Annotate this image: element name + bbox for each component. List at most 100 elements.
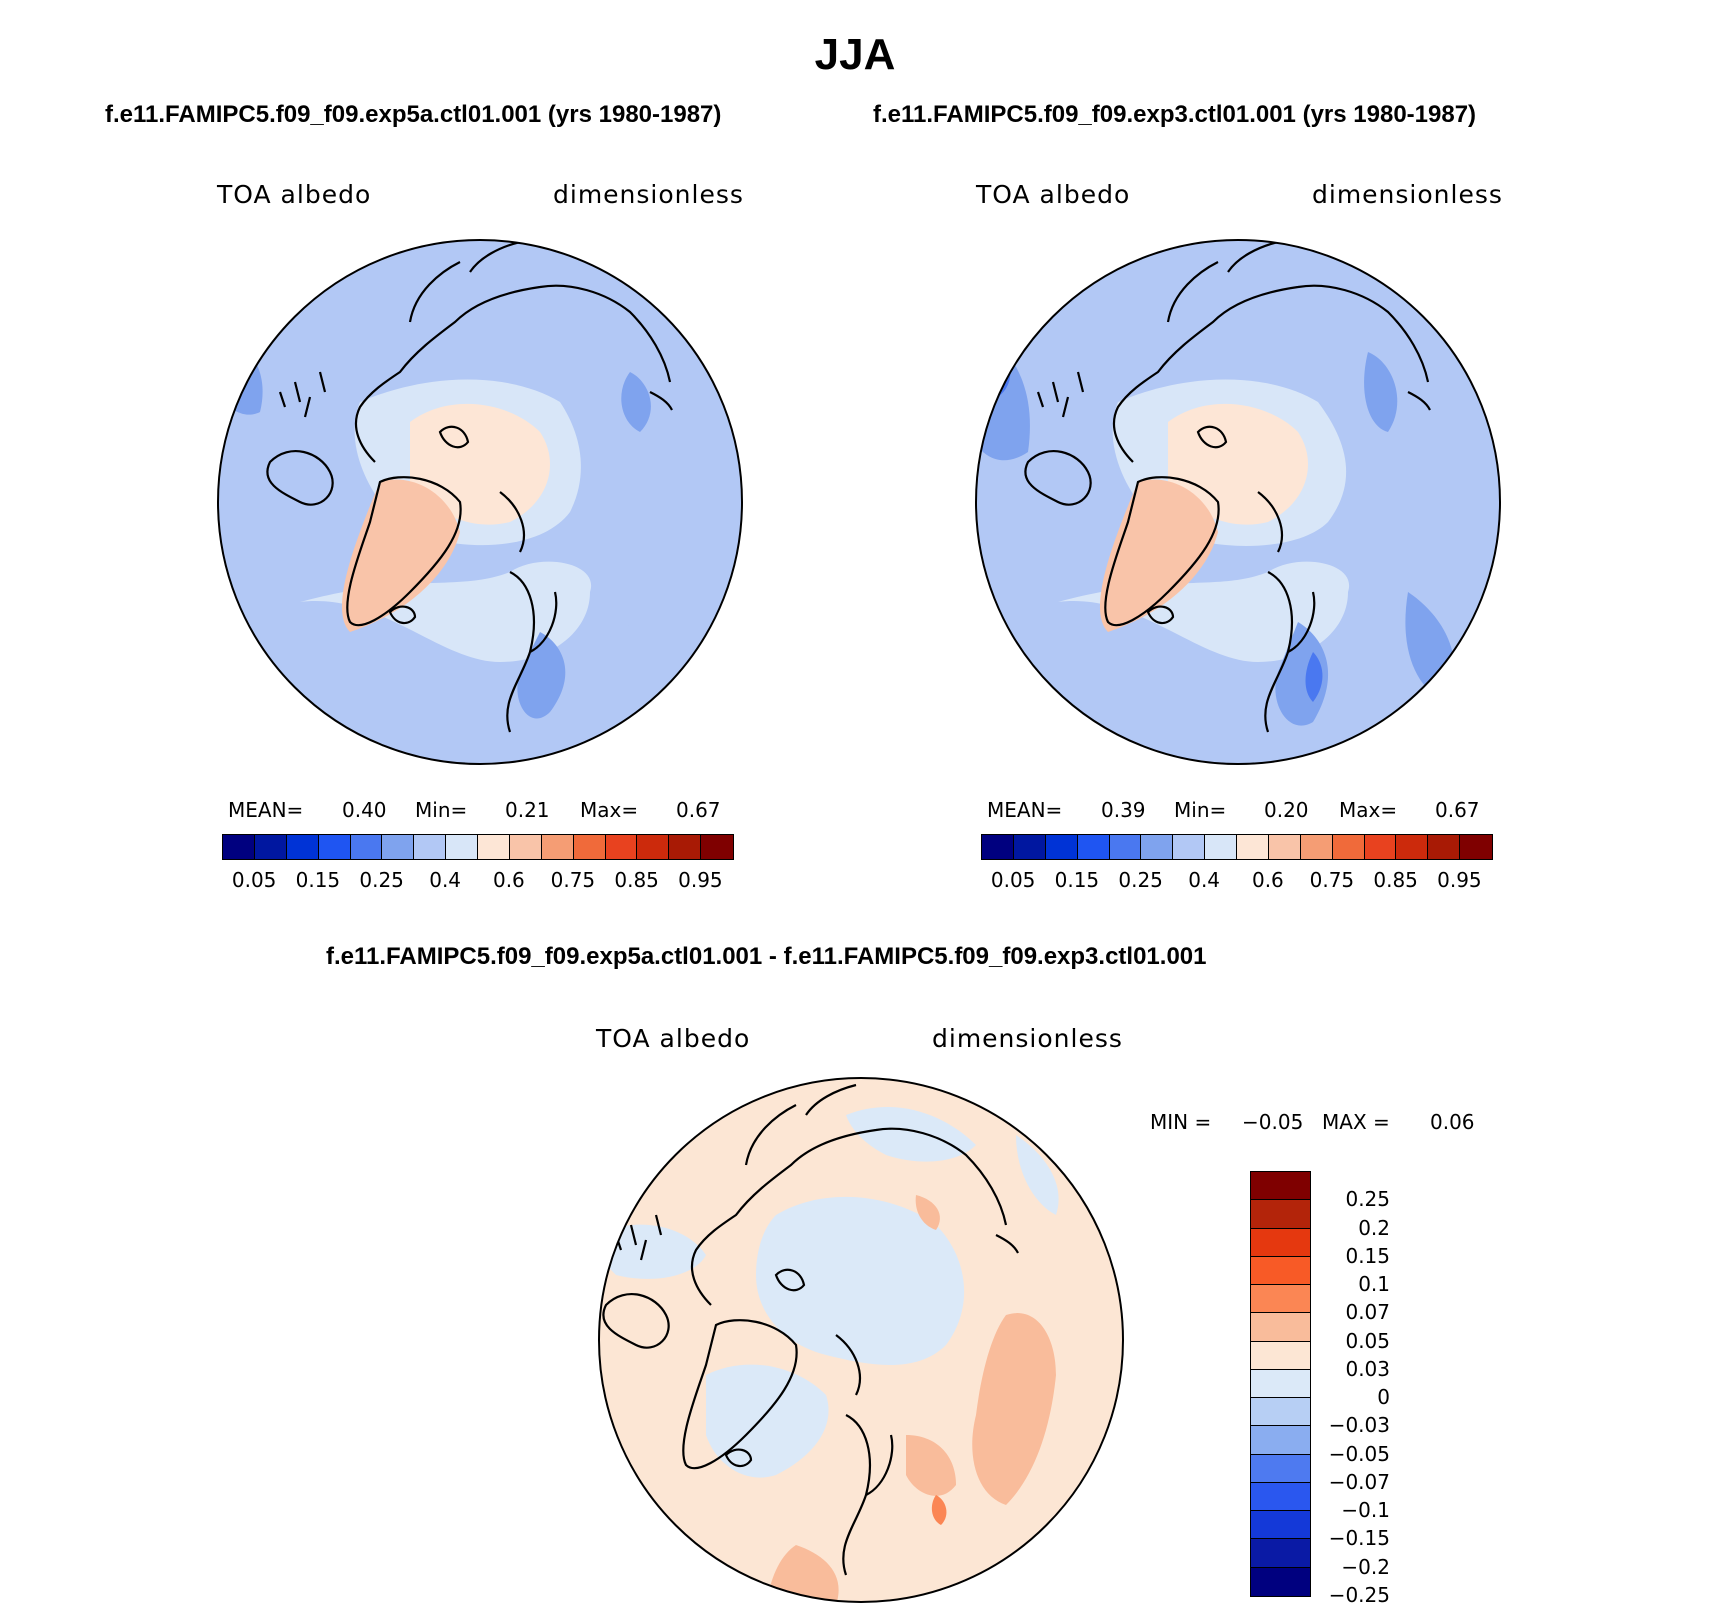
- left-mean-value: 0.40: [342, 798, 387, 822]
- right-colorbar-swatch: [1300, 835, 1333, 859]
- diff-colorbar-swatch: [1251, 1313, 1310, 1342]
- left-colorbar: [222, 834, 734, 860]
- right-mean-value: 0.39: [1101, 798, 1146, 822]
- right-colorbar-swatch: [1141, 835, 1174, 859]
- left-colorbar-swatch: [446, 835, 478, 859]
- left-colorbar-swatch: [254, 835, 287, 859]
- left-colorbar-swatch: [414, 835, 447, 859]
- left-mean-label: MEAN=: [228, 798, 304, 822]
- left-colorbar-swatch: [701, 835, 733, 859]
- right-min-value: 0.20: [1264, 798, 1309, 822]
- left-colorbar-swatch: [509, 835, 542, 859]
- diff-colorbar-swatch: [1251, 1454, 1310, 1483]
- left-colorbar-tick-label: 0.05: [231, 868, 277, 892]
- left-min-label: Min=: [415, 798, 468, 822]
- diff-colorbar-swatch: [1251, 1482, 1310, 1512]
- right-colorbar-swatch: [1364, 835, 1397, 859]
- right-panel-variable: TOA albedo: [976, 180, 1131, 209]
- right-mean-label: MEAN=: [987, 798, 1063, 822]
- diff-colorbar-tick-label: 0.2: [1358, 1215, 1390, 1240]
- right-colorbar-swatch: [982, 835, 1014, 859]
- left-panel-case-title: f.e11.FAMIPC5.f09_f09.exp5a.ctl01.001 (y…: [105, 101, 722, 128]
- left-colorbar-tick-label: 0.95: [678, 868, 723, 892]
- left-colorbar-ticks: 0.05 0.15 0.25 0.4 0.6 0.75 0.85 0.95: [222, 868, 732, 896]
- diff-panel-units: dimensionless: [932, 1024, 1123, 1053]
- right-colorbar-swatch: [1045, 835, 1078, 859]
- diff-colorbar-swatch: [1251, 1200, 1310, 1229]
- diff-colorbar-tick-label: 0.05: [1345, 1328, 1390, 1353]
- diff-colorbar-swatch: [1251, 1341, 1310, 1370]
- right-colorbar-swatch: [1460, 835, 1492, 859]
- diff-min-label: MIN =: [1150, 1110, 1212, 1134]
- right-colorbar-swatch: [1428, 835, 1461, 859]
- diff-colorbar-tick-label: 0.25: [1345, 1187, 1390, 1212]
- right-colorbar-tick-label: 0.6: [1251, 868, 1284, 892]
- diff-colorbar-tick-label: −0.03: [1328, 1413, 1390, 1438]
- left-panel-units: dimensionless: [553, 180, 744, 209]
- left-colorbar-swatch: [382, 835, 415, 859]
- diff-max-value: 0.06: [1430, 1110, 1475, 1134]
- right-colorbar-tick-label: 0.75: [1309, 868, 1355, 892]
- right-colorbar-swatch: [1077, 835, 1110, 859]
- left-colorbar-swatch: [286, 835, 319, 859]
- left-polar-map: [217, 239, 743, 765]
- left-colorbar-tick-label: 0.15: [295, 868, 341, 892]
- right-colorbar-swatch: [1173, 835, 1206, 859]
- right-colorbar-swatch: [1205, 835, 1237, 859]
- diff-colorbar-tick-label: −0.15: [1328, 1526, 1390, 1551]
- diff-colorbar-swatch: [1251, 1285, 1310, 1314]
- right-colorbar-swatch: [1109, 835, 1142, 859]
- right-min-label: Min=: [1174, 798, 1227, 822]
- left-max-label: Max=: [580, 798, 639, 822]
- left-min-value: 0.21: [505, 798, 550, 822]
- left-colorbar-tick-label: 0.6: [492, 868, 525, 892]
- right-max-value: 0.67: [1435, 798, 1480, 822]
- left-colorbar-swatch: [637, 835, 670, 859]
- diff-panel-variable: TOA albedo: [596, 1024, 751, 1053]
- right-colorbar-tick-label: 0.85: [1373, 868, 1418, 892]
- diff-colorbar-tick-label: −0.1: [1341, 1498, 1390, 1523]
- diff-colorbar-swatch: [1251, 1539, 1310, 1568]
- left-panel-variable: TOA albedo: [217, 180, 372, 209]
- diff-colorbar-swatch: [1251, 1256, 1310, 1286]
- left-max-value: 0.67: [676, 798, 721, 822]
- diff-min-value: −0.05: [1242, 1110, 1304, 1134]
- left-colorbar-tick-label: 0.4: [429, 868, 462, 892]
- left-colorbar-swatch: [223, 835, 255, 859]
- diff-colorbar-tick-label: −0.07: [1328, 1469, 1390, 1494]
- left-colorbar-tick-label: 0.75: [550, 868, 596, 892]
- left-colorbar-swatch: [541, 835, 574, 859]
- diff-colorbar-tick-label: 0: [1377, 1385, 1390, 1410]
- right-colorbar-swatch: [1013, 835, 1046, 859]
- right-colorbar-tick-label: 0.4: [1188, 868, 1221, 892]
- diff-colorbar-tick-label: −0.25: [1328, 1583, 1390, 1607]
- figure-title: JJA: [814, 30, 896, 79]
- right-colorbar: [981, 834, 1493, 860]
- right-polar-map: [975, 239, 1501, 765]
- right-max-label: Max=: [1339, 798, 1398, 822]
- diff-panel-case-title: f.e11.FAMIPC5.f09_f09.exp5a.ctl01.001 - …: [326, 943, 1207, 970]
- diff-max-label: MAX =: [1322, 1110, 1390, 1134]
- diff-colorbar-ticks: 0.25 0.2 0.15 0.1 0.07 0.05 0.03 0 −0.03 −0.05 −0.…: [1320, 1171, 1440, 1607]
- right-colorbar-tick-label: 0.25: [1118, 868, 1163, 892]
- left-colorbar-tick-label: 0.85: [614, 868, 659, 892]
- left-colorbar-swatch: [605, 835, 638, 859]
- right-colorbar-ticks: 0.05 0.15 0.25 0.4 0.6 0.75 0.85 0.95: [981, 868, 1491, 896]
- diff-colorbar-swatch: [1251, 1369, 1310, 1399]
- diff-colorbar-swatch: [1251, 1511, 1310, 1540]
- right-colorbar-tick-label: 0.15: [1054, 868, 1100, 892]
- right-colorbar-tick-label: 0.95: [1437, 868, 1482, 892]
- left-colorbar-swatch: [478, 835, 510, 859]
- diff-colorbar: [1250, 1171, 1311, 1597]
- left-colorbar-swatch: [669, 835, 702, 859]
- diff-colorbar-tick-label: 0.15: [1345, 1243, 1390, 1268]
- right-colorbar-tick-label: 0.05: [990, 868, 1036, 892]
- diff-colorbar-swatch: [1251, 1426, 1310, 1455]
- left-colorbar-swatch: [573, 835, 606, 859]
- diff-colorbar-tick-label: −0.2: [1341, 1554, 1390, 1579]
- right-colorbar-swatch: [1396, 835, 1429, 859]
- diff-colorbar-tick-label: 0.1: [1358, 1272, 1390, 1297]
- diff-colorbar-swatch: [1251, 1172, 1310, 1201]
- left-colorbar-swatch: [350, 835, 383, 859]
- right-colorbar-swatch: [1332, 835, 1365, 859]
